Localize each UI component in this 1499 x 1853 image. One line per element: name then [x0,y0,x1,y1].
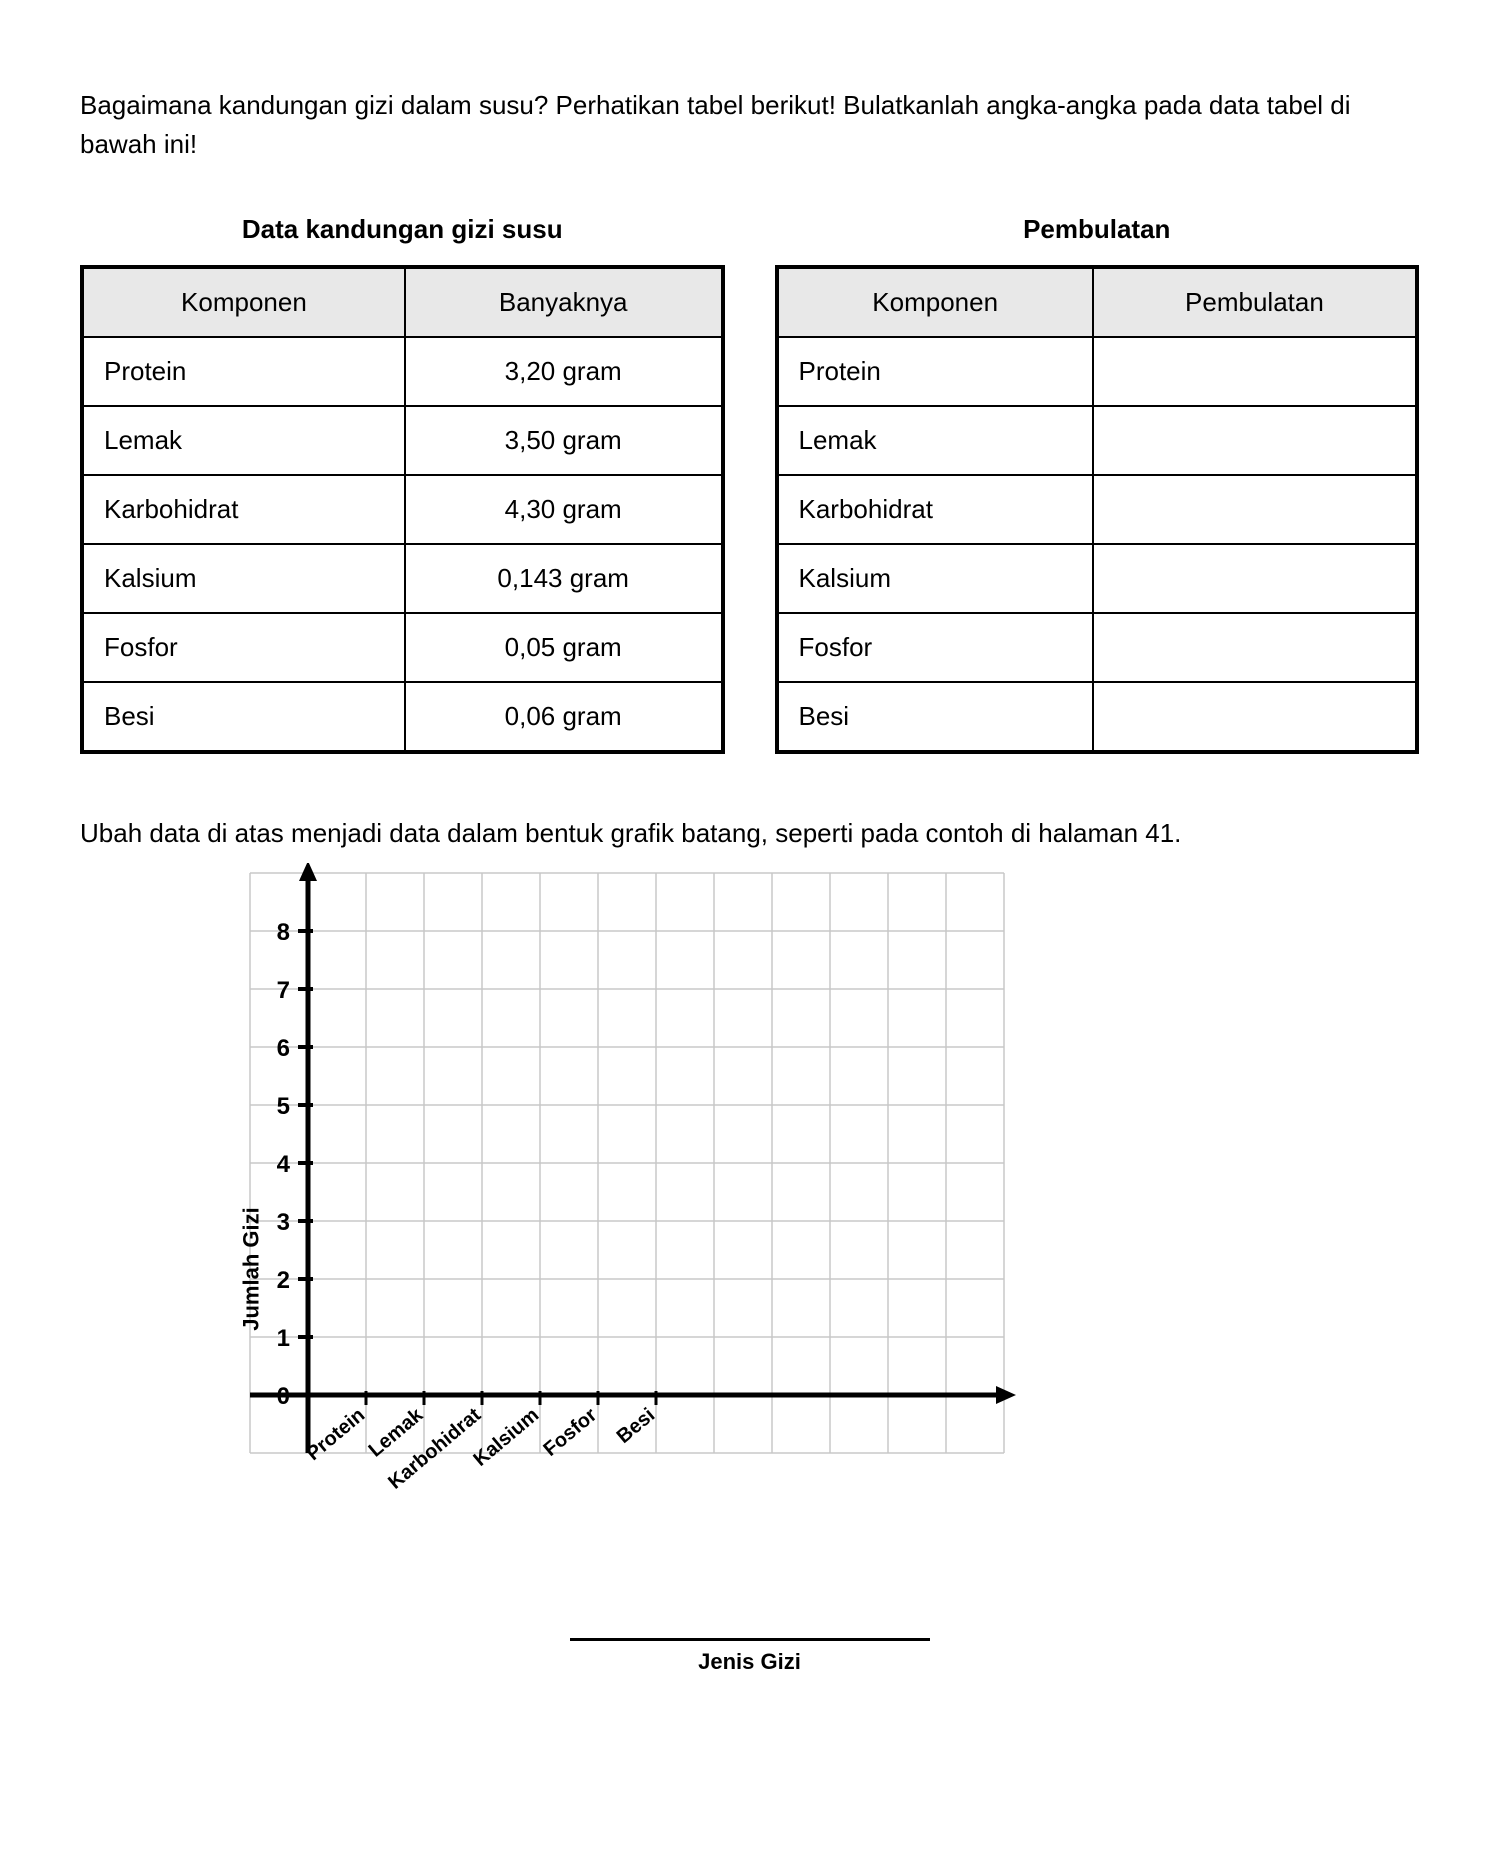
intro-text: Bagaimana kandungan gizi dalam susu? Per… [80,86,1419,164]
cell-component: Protein [82,337,405,406]
cell-component: Fosfor [82,613,405,682]
cell-component: Karbohidrat [82,475,405,544]
right-th-1: Pembulatan [1093,267,1417,337]
svg-text:4: 4 [276,1151,290,1178]
chart-grid: 012345678ProteinLemakKarbohidratKalsiumF… [200,863,1064,1523]
table-row: Protein [777,337,1418,406]
table-row: Lemak3,50 gram [82,406,723,475]
table-row: Kalsium [777,544,1418,613]
left-table-title: Data kandungan gizi susu [80,214,725,245]
cell-component: Besi [82,682,405,752]
table-row: Protein3,20 gram [82,337,723,406]
table-row: Karbohidrat [777,475,1418,544]
svg-text:8: 8 [276,919,289,946]
cell-rounding-blank[interactable] [1093,337,1417,406]
x-axis-label-wrap: Jenis Gizi [200,1638,1300,1675]
cell-component: Lemak [777,406,1093,475]
left-table: Komponen Banyaknya Protein3,20 gramLemak… [80,265,725,754]
svg-text:2: 2 [276,1267,289,1294]
tables-row: Data kandungan gizi susu Komponen Banyak… [80,214,1419,754]
cell-component: Kalsium [777,544,1093,613]
left-th-1: Banyaknya [405,267,723,337]
cell-value: 0,143 gram [405,544,723,613]
table-row: Besi0,06 gram [82,682,723,752]
cell-component: Besi [777,682,1093,752]
cell-rounding-blank[interactable] [1093,406,1417,475]
svg-text:0: 0 [276,1383,289,1410]
cell-component: Karbohidrat [777,475,1093,544]
svg-text:5: 5 [276,1093,289,1120]
cell-rounding-blank[interactable] [1093,682,1417,752]
y-axis-label: Jumlah Gizi [238,1207,264,1330]
x-axis-label: Jenis Gizi [698,1649,801,1674]
cell-rounding-blank[interactable] [1093,544,1417,613]
cell-value: 0,06 gram [405,682,723,752]
cell-rounding-blank[interactable] [1093,613,1417,682]
svg-text:7: 7 [276,977,289,1004]
left-table-wrap: Data kandungan gizi susu Komponen Banyak… [80,214,725,754]
cell-value: 0,05 gram [405,613,723,682]
cell-rounding-blank[interactable] [1093,475,1417,544]
cell-value: 4,30 gram [405,475,723,544]
cell-component: Protein [777,337,1093,406]
right-th-0: Komponen [777,267,1093,337]
table-row: Kalsium0,143 gram [82,544,723,613]
x-category-label: Besi [612,1404,659,1448]
x-category-label: Kalsium [469,1404,543,1471]
x-axis-underline [570,1638,930,1641]
instr2-text: Ubah data di atas menjadi data dalam ben… [80,814,1419,853]
left-th-0: Komponen [82,267,405,337]
table-row: Lemak [777,406,1418,475]
right-table-wrap: Pembulatan Komponen Pembulatan ProteinLe… [775,214,1420,754]
cell-component: Lemak [82,406,405,475]
table-row: Fosfor [777,613,1418,682]
table-row: Fosfor0,05 gram [82,613,723,682]
svg-text:6: 6 [276,1035,289,1062]
x-category-label: Protein [302,1404,369,1465]
svg-text:1: 1 [276,1325,289,1352]
cell-value: 3,50 gram [405,406,723,475]
table-row: Karbohidrat4,30 gram [82,475,723,544]
right-table: Komponen Pembulatan ProteinLemakKarbohid… [775,265,1420,754]
cell-component: Kalsium [82,544,405,613]
table-row: Besi [777,682,1418,752]
right-table-title: Pembulatan [775,214,1420,245]
chart-area: Jumlah Gizi 012345678ProteinLemakKarbohi… [200,863,1300,1675]
cell-component: Fosfor [777,613,1093,682]
cell-value: 3,20 gram [405,337,723,406]
svg-text:3: 3 [276,1209,289,1236]
